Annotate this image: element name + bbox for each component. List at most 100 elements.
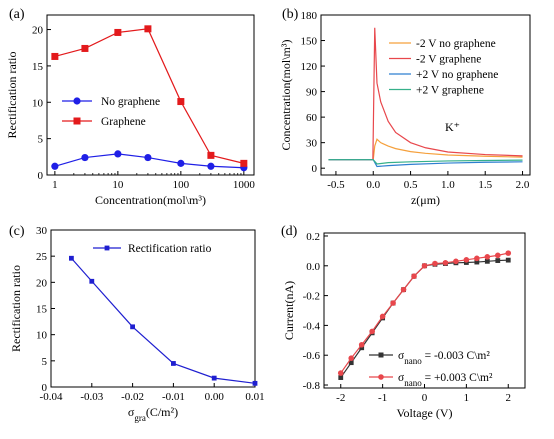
y-tick-label: 5 xyxy=(42,356,48,368)
series-line xyxy=(328,159,523,165)
data-point xyxy=(144,153,152,162)
data-point xyxy=(474,255,480,262)
y-tick-label: 25 xyxy=(36,251,48,263)
data-point xyxy=(495,258,501,263)
data-point xyxy=(252,380,258,386)
y-tick-label: 5 xyxy=(38,134,44,146)
data-point xyxy=(144,25,152,33)
data-point xyxy=(51,162,59,170)
legend-label: σnano = -0.003 C\m² xyxy=(398,350,490,366)
data-point xyxy=(379,313,386,320)
legend-label: No graphene xyxy=(101,96,160,108)
data-point xyxy=(211,375,217,381)
legend-label: -2 V graphene xyxy=(416,54,481,66)
legend-marker xyxy=(73,117,81,125)
y-tick-label: 30 xyxy=(36,225,48,237)
data-point xyxy=(114,150,122,158)
x-tick-label: 0.00 xyxy=(205,391,225,403)
x-tick-label: 0.01 xyxy=(245,391,264,403)
data-point xyxy=(505,250,512,256)
data-point xyxy=(411,273,417,280)
data-point xyxy=(177,98,185,106)
data-point xyxy=(207,162,215,170)
data-point xyxy=(51,52,59,60)
data-point xyxy=(442,260,449,266)
plot-frame xyxy=(46,14,255,176)
data-point xyxy=(81,153,89,162)
data-point xyxy=(484,254,491,260)
data-point xyxy=(358,341,365,348)
y-tick-label: 0.2 xyxy=(306,231,320,243)
y-tick-label: 0.0 xyxy=(306,261,320,273)
y-axis-label: Current(nA) xyxy=(282,281,296,340)
y-tick-label: -0.6 xyxy=(303,350,321,362)
y-tick-label: 120 xyxy=(301,61,318,73)
chart-panel-d: (d) -2 -1 0 1 2 -0.8 -0.6 -0.4 -0.2 0.0 0.2 Voltage … xyxy=(281,224,526,420)
x-tick-label: -0.02 xyxy=(121,391,144,403)
data-point xyxy=(337,370,344,376)
x-tick-label: -0.04 xyxy=(40,391,63,403)
y-tick-label: 0 xyxy=(38,170,44,182)
panel-label: (c) xyxy=(9,224,25,239)
x-axis-label: σgra(C/m²) xyxy=(128,405,178,423)
data-point xyxy=(369,328,375,335)
x-tick-label: 2 xyxy=(506,392,512,404)
data-point xyxy=(171,361,176,366)
y-tick-label: 10 xyxy=(32,97,44,109)
legend-label: -2 V no graphene xyxy=(416,38,496,50)
x-tick-label: 1 xyxy=(52,179,58,191)
legend-label: Rectification ratio xyxy=(128,243,212,255)
y-tick-label: -0.4 xyxy=(303,320,321,332)
x-tick-label: 100 xyxy=(173,179,190,191)
data-point xyxy=(348,355,355,361)
annotation-label: K⁺ xyxy=(445,120,460,134)
y-tick-label: 180 xyxy=(301,10,318,22)
x-tick-label: 0.5 xyxy=(404,179,418,191)
data-point xyxy=(207,151,215,159)
chart-panel-a: (a) 1 10 100 1000 0 5 10 15 20 Concentration(mol\m… xyxy=(5,7,255,207)
panel-label: (a) xyxy=(9,7,25,22)
x-axis-label: z(μm) xyxy=(411,193,440,207)
series-line xyxy=(328,27,523,161)
x-tick-label: 0.0 xyxy=(366,179,380,191)
chart-panel-b: (b) -0.5 0.0 0.5 1.0 1.5 2.0 0 30 60 90 120 150 180 z(… xyxy=(279,7,531,207)
x-tick-label: -0.03 xyxy=(80,391,103,403)
x-tick-label: 1 xyxy=(464,392,470,404)
x-tick-label: -0.5 xyxy=(327,179,345,191)
legend-label: Graphene xyxy=(101,116,146,128)
x-axis-label: Concentration(mol\m³) xyxy=(95,193,206,207)
series-line xyxy=(70,257,256,384)
y-tick-label: 30 xyxy=(306,138,318,150)
x-tick-label: 1.0 xyxy=(441,179,455,191)
x-tick-label: -2 xyxy=(336,392,345,404)
data-point xyxy=(474,259,480,265)
y-tick-label: -0.8 xyxy=(303,380,321,392)
y-tick-label: 150 xyxy=(301,36,318,48)
legend-marker xyxy=(73,97,81,105)
y-tick-label: 15 xyxy=(36,304,48,316)
data-point xyxy=(494,252,501,259)
x-tick-label: 1.5 xyxy=(478,179,492,191)
data-point xyxy=(338,375,344,380)
y-tick-label: -0.2 xyxy=(303,291,320,303)
y-axis-label: Rectification ratio xyxy=(9,265,23,352)
data-point xyxy=(177,159,185,167)
x-tick-label: -1 xyxy=(378,392,387,404)
legend-label: +2 V no graphene xyxy=(416,69,498,81)
legend: No graphene Graphene xyxy=(62,96,160,128)
x-tick-label: -0.01 xyxy=(162,391,185,403)
data-point xyxy=(505,257,511,263)
x-tick-label: 10 xyxy=(112,179,124,191)
legend-label: +2 V graphene xyxy=(416,85,484,97)
data-point xyxy=(69,255,74,261)
data-point xyxy=(89,278,95,284)
y-tick-label: 20 xyxy=(36,277,48,289)
data-point xyxy=(484,258,490,264)
data-point xyxy=(240,159,248,167)
data-point xyxy=(390,300,396,306)
legend: σnano = -0.003 C\m² σnano = +0.003 C\m² xyxy=(369,350,493,388)
legend-marker xyxy=(378,352,384,358)
y-tick-label: 60 xyxy=(306,112,318,124)
data-point xyxy=(114,28,122,36)
y-tick-label: 10 xyxy=(36,330,48,342)
